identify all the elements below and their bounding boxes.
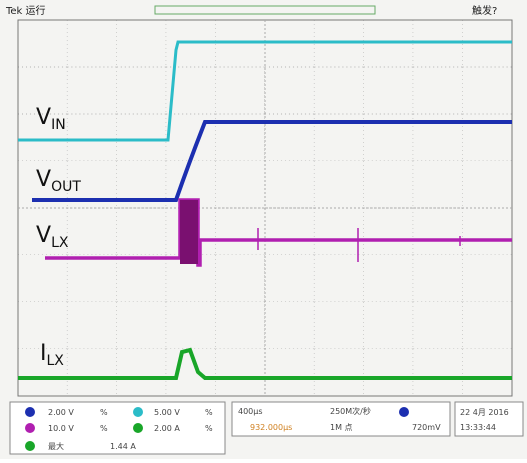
trigger-status: 触发? xyxy=(472,4,497,17)
ch3-unit: % xyxy=(100,424,108,433)
label-main: V xyxy=(36,105,51,130)
ch2-scale: 5.00 V xyxy=(154,408,180,417)
ch2-badge xyxy=(133,407,143,417)
ch2-unit: % xyxy=(205,408,213,417)
label-sub: IN xyxy=(51,117,66,133)
label-sub: LX xyxy=(51,235,69,251)
label-main: V xyxy=(36,223,51,248)
ch4-scale: 2.00 A xyxy=(154,424,180,433)
ch4-badge xyxy=(133,423,143,433)
scope-screen: Tek 运行 触发? VIN VOUT VLX ILX 2.00 V % 5.0… xyxy=(0,0,527,459)
ch3-badge xyxy=(25,423,35,433)
ch1-badge xyxy=(25,407,35,417)
label-sub: OUT xyxy=(51,179,81,195)
record-length: 1M 点 xyxy=(330,423,353,432)
ch1-scale: 2.00 V xyxy=(48,408,74,417)
measure-value: 1.44 A xyxy=(110,442,136,451)
measure-badge xyxy=(25,441,35,451)
ch1-unit: % xyxy=(100,408,108,417)
timebase: 400μs xyxy=(238,407,263,416)
status: Tek 运行 xyxy=(5,4,46,17)
date: 22 4月 2016 xyxy=(460,408,509,417)
label-main: V xyxy=(36,167,51,192)
sample-rate: 250M次/秒 xyxy=(330,406,371,416)
trigger-badge xyxy=(399,407,409,417)
ch3-scale: 10.0 V xyxy=(48,424,74,433)
measure-label: 最大 xyxy=(48,441,64,451)
vlx-burst xyxy=(180,200,198,264)
time: 13:33:44 xyxy=(460,423,496,432)
position: 932.000μs xyxy=(250,423,292,432)
trigger-level: 720mV xyxy=(412,423,441,432)
label-sub: LX xyxy=(47,353,65,369)
ch4-unit: % xyxy=(205,424,213,433)
